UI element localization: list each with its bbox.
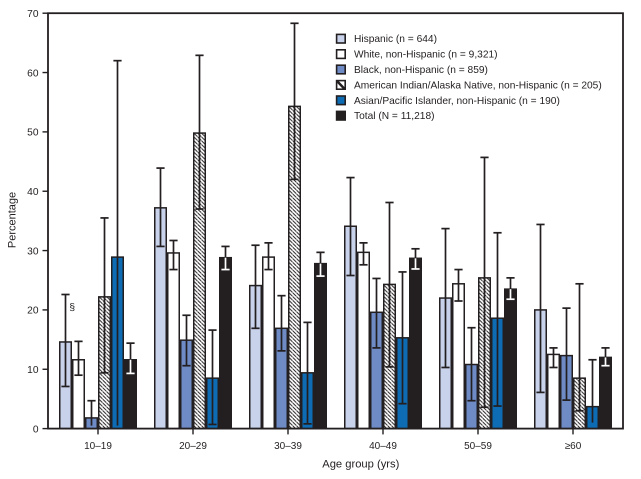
svg-text:50–59: 50–59 (464, 441, 492, 452)
svg-text:0: 0 (33, 424, 39, 435)
svg-text:70: 70 (27, 9, 39, 20)
svg-text:40: 40 (27, 187, 39, 198)
svg-text:10–19: 10–19 (84, 441, 112, 452)
svg-text:30–39: 30–39 (274, 441, 302, 452)
svg-text:50: 50 (27, 128, 39, 139)
svg-text:60: 60 (27, 68, 39, 79)
svg-text:American Indian/Alaska Native,: American Indian/Alaska Native, non-Hispa… (354, 80, 602, 91)
svg-text:≥60: ≥60 (565, 441, 582, 452)
svg-text:§: § (69, 302, 75, 314)
svg-text:30: 30 (27, 246, 39, 257)
svg-text:40–49: 40–49 (369, 441, 397, 452)
svg-text:20–29: 20–29 (179, 441, 207, 452)
svg-text:20: 20 (27, 306, 39, 317)
svg-text:Hispanic (n = 644): Hispanic (n = 644) (354, 34, 437, 45)
svg-text:Percentage: Percentage (7, 192, 19, 248)
svg-text:White, non-Hispanic (n = 9,321: White, non-Hispanic (n = 9,321) (354, 50, 498, 61)
svg-text:Black, non-Hispanic (n = 859): Black, non-Hispanic (n = 859) (354, 65, 488, 76)
svg-text:Age group (yrs): Age group (yrs) (322, 458, 399, 470)
svg-text:10: 10 (27, 365, 39, 376)
svg-text:Asian/Pacific Islander, non-Hi: Asian/Pacific Islander, non-Hispanic (n … (354, 96, 560, 107)
svg-text:Total (N = 11,218): Total (N = 11,218) (354, 111, 435, 122)
